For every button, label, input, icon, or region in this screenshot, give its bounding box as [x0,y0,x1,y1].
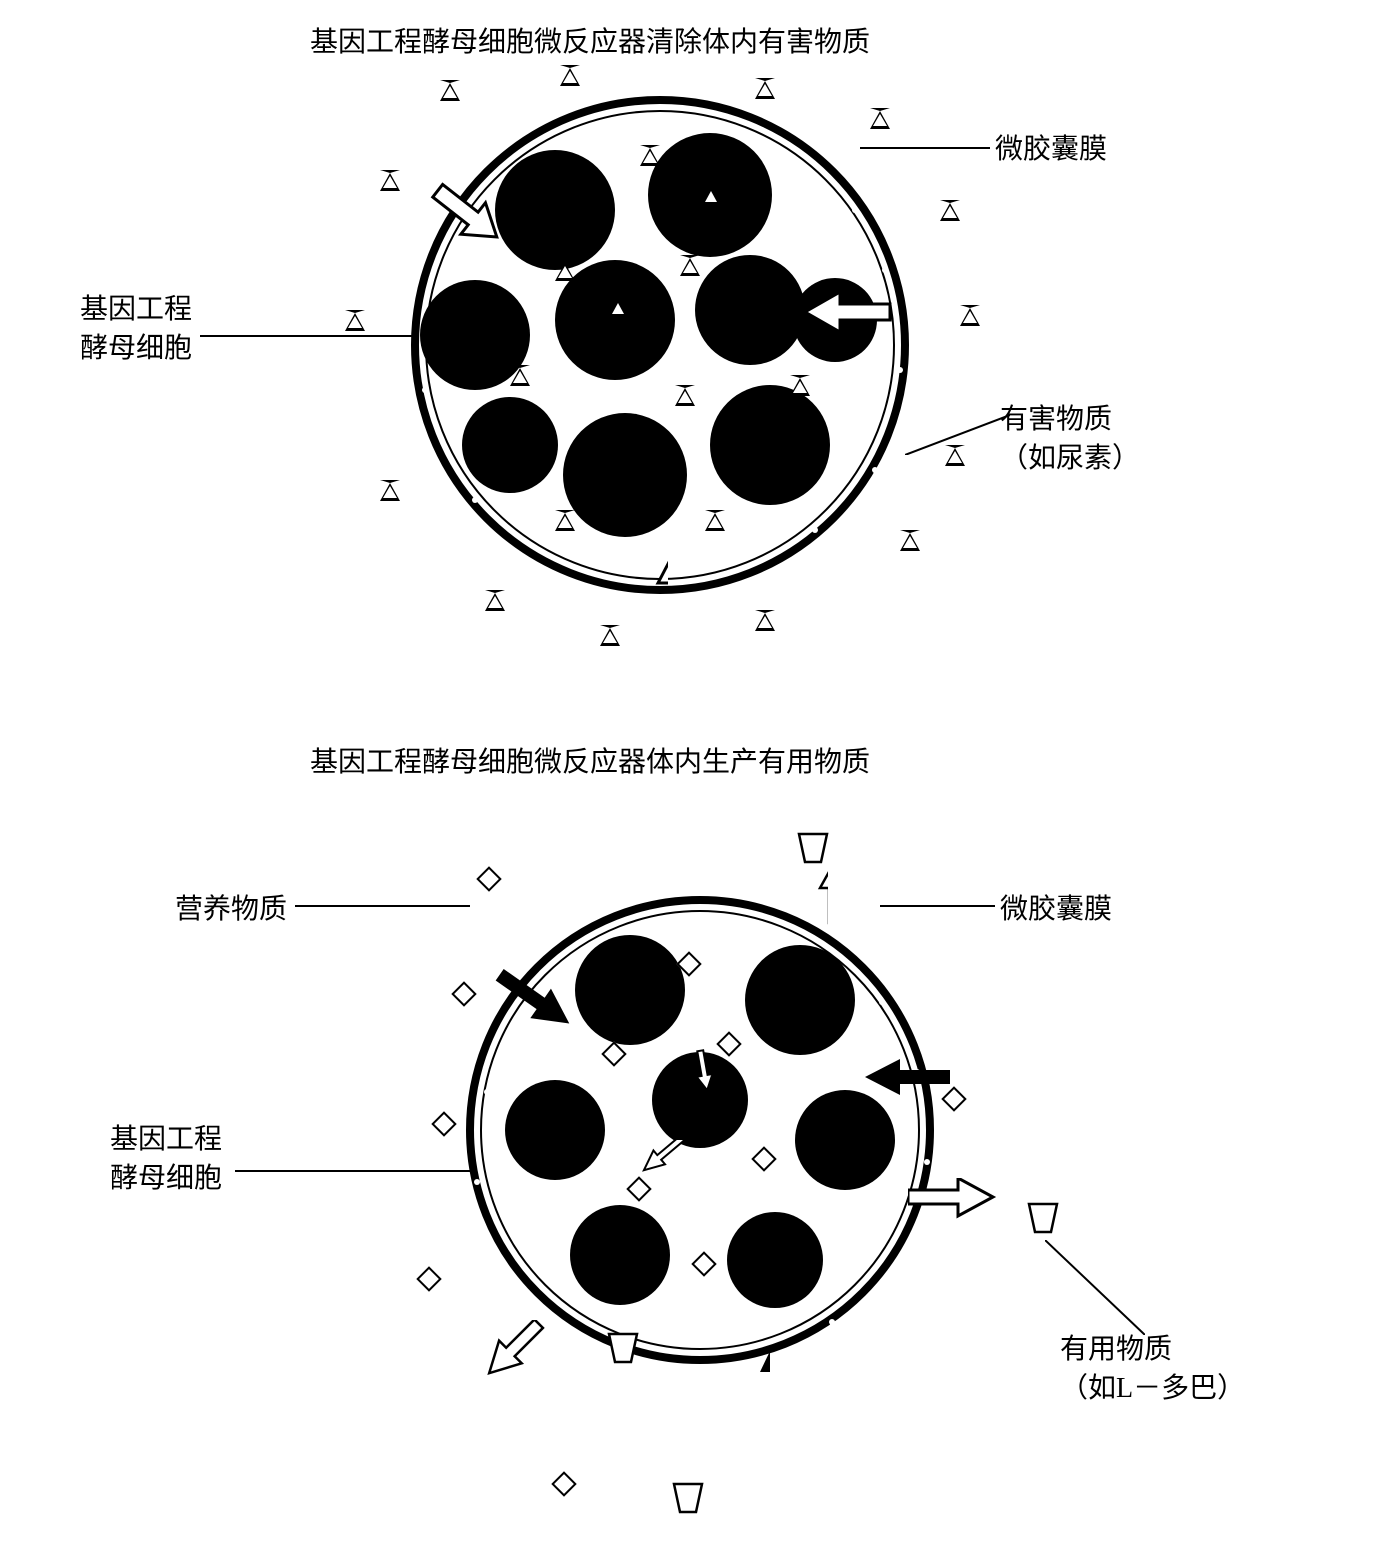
cell-d2-5 [570,1205,670,1305]
trapezoid-d2 [670,1480,706,1516]
arrow-small-white-d2-2 [640,1140,700,1195]
arrow-in-black-d2-2 [855,1055,955,1105]
tri-in-d1 [680,255,700,276]
tri-out-d1 [380,170,400,191]
label-membrane-2: 微胶囊膜 [1000,890,1112,929]
arrow-out-white-d2-2 [908,1178,1003,1223]
tri-out-d1 [440,80,460,101]
label-harmful-1: 有害物质 （如尿素） [1000,400,1140,478]
cell-d1-5 [462,397,558,493]
cell-d2-6 [727,1212,823,1308]
arrow-in-black-d2-3 [715,1320,770,1435]
tri-in-d1 [790,375,810,396]
tri-out-d1 [380,480,400,501]
arrow-out-white-d2-1 [788,858,828,928]
tri-out-d1 [900,530,920,551]
diamond-out-d2 [416,1266,441,1291]
tri-out-d1 [755,610,775,631]
tri-out-d1 [940,200,960,221]
diagram2-title: 基因工程酵母细胞微反应器体内生产有用物质 [310,740,870,780]
arrow-small-white-d2-1 [687,1048,712,1098]
diamond-out-d2 [476,866,501,891]
diamond-out-d2 [551,1471,576,1496]
arrow-in-d1-3 [608,535,668,650]
tri-out-d1 [485,590,505,611]
arrow-in-black-d2-1 [495,940,615,1040]
diamond-out-d2 [431,1111,456,1136]
cell-d2-3 [505,1080,605,1180]
trapezoid-d2 [1025,1200,1061,1236]
tri-out-d1 [755,78,775,99]
tri-out-d1 [345,310,365,331]
cell-d1-7 [710,385,830,505]
trapezoid-d2 [605,1330,641,1366]
tri-out-d1 [560,65,580,86]
tri-out-d1 [960,305,980,326]
label-membrane-1: 微胶囊膜 [995,130,1107,169]
tri-white-d1 [612,300,624,314]
diagram1-title: 基因工程酵母细胞微反应器清除体内有害物质 [310,20,870,60]
tri-in-d1 [705,510,725,531]
cell-d1-3 [695,255,805,365]
tri-in-d1 [640,145,660,166]
tri-out-d1 [870,108,890,129]
tri-in-d1 [555,510,575,531]
tri-out-d1 [945,445,965,466]
label-line-useful-2 [1045,1240,1145,1335]
arrow-in-d1-1 [430,160,540,250]
label-line-cells-1 [200,335,420,337]
cell-d2-4 [795,1090,895,1190]
cell-d1-6 [563,413,687,537]
tri-in-d1 [510,365,530,386]
tri-in-d1 [555,260,575,281]
label-cells-2: 基因工程 酵母细胞 [110,1120,222,1198]
arrow-out-white-d2-3 [475,1320,575,1410]
label-line-nutrients-2 [295,905,470,907]
label-cells-1: 基因工程 酵母细胞 [80,290,192,368]
label-nutrients-2: 营养物质 [175,890,287,929]
tri-white-d1 [705,188,717,202]
label-useful-2: 有用物质 （如L－多巴） [1060,1330,1245,1408]
arrow-in-d1-2 [795,290,895,340]
tri-in-d1 [675,385,695,406]
cell-d2-1 [745,945,855,1055]
